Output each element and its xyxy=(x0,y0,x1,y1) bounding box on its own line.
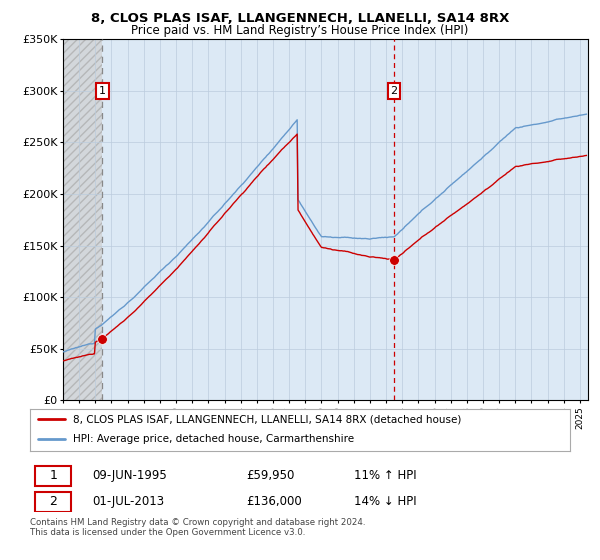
Text: Contains HM Land Registry data © Crown copyright and database right 2024.
This d: Contains HM Land Registry data © Crown c… xyxy=(30,518,365,538)
Text: 8, CLOS PLAS ISAF, LLANGENNECH, LLANELLI, SA14 8RX: 8, CLOS PLAS ISAF, LLANGENNECH, LLANELLI… xyxy=(91,12,509,25)
Text: £136,000: £136,000 xyxy=(246,495,302,508)
Text: 01-JUL-2013: 01-JUL-2013 xyxy=(92,495,164,508)
Text: 1: 1 xyxy=(99,86,106,96)
Text: 8, CLOS PLAS ISAF, LLANGENNECH, LLANELLI, SA14 8RX (detached house): 8, CLOS PLAS ISAF, LLANGENNECH, LLANELLI… xyxy=(73,414,461,424)
Text: £59,950: £59,950 xyxy=(246,469,295,483)
Text: 09-JUN-1995: 09-JUN-1995 xyxy=(92,469,167,483)
Text: HPI: Average price, detached house, Carmarthenshire: HPI: Average price, detached house, Carm… xyxy=(73,435,355,445)
Text: 11% ↑ HPI: 11% ↑ HPI xyxy=(354,469,416,483)
Text: 2: 2 xyxy=(49,495,57,508)
Bar xyxy=(35,466,71,486)
Text: 1: 1 xyxy=(49,469,57,483)
Text: 14% ↓ HPI: 14% ↓ HPI xyxy=(354,495,416,508)
Text: Price paid vs. HM Land Registry’s House Price Index (HPI): Price paid vs. HM Land Registry’s House … xyxy=(131,24,469,37)
Bar xyxy=(35,492,71,512)
Bar xyxy=(63,39,103,400)
Text: 2: 2 xyxy=(391,86,398,96)
